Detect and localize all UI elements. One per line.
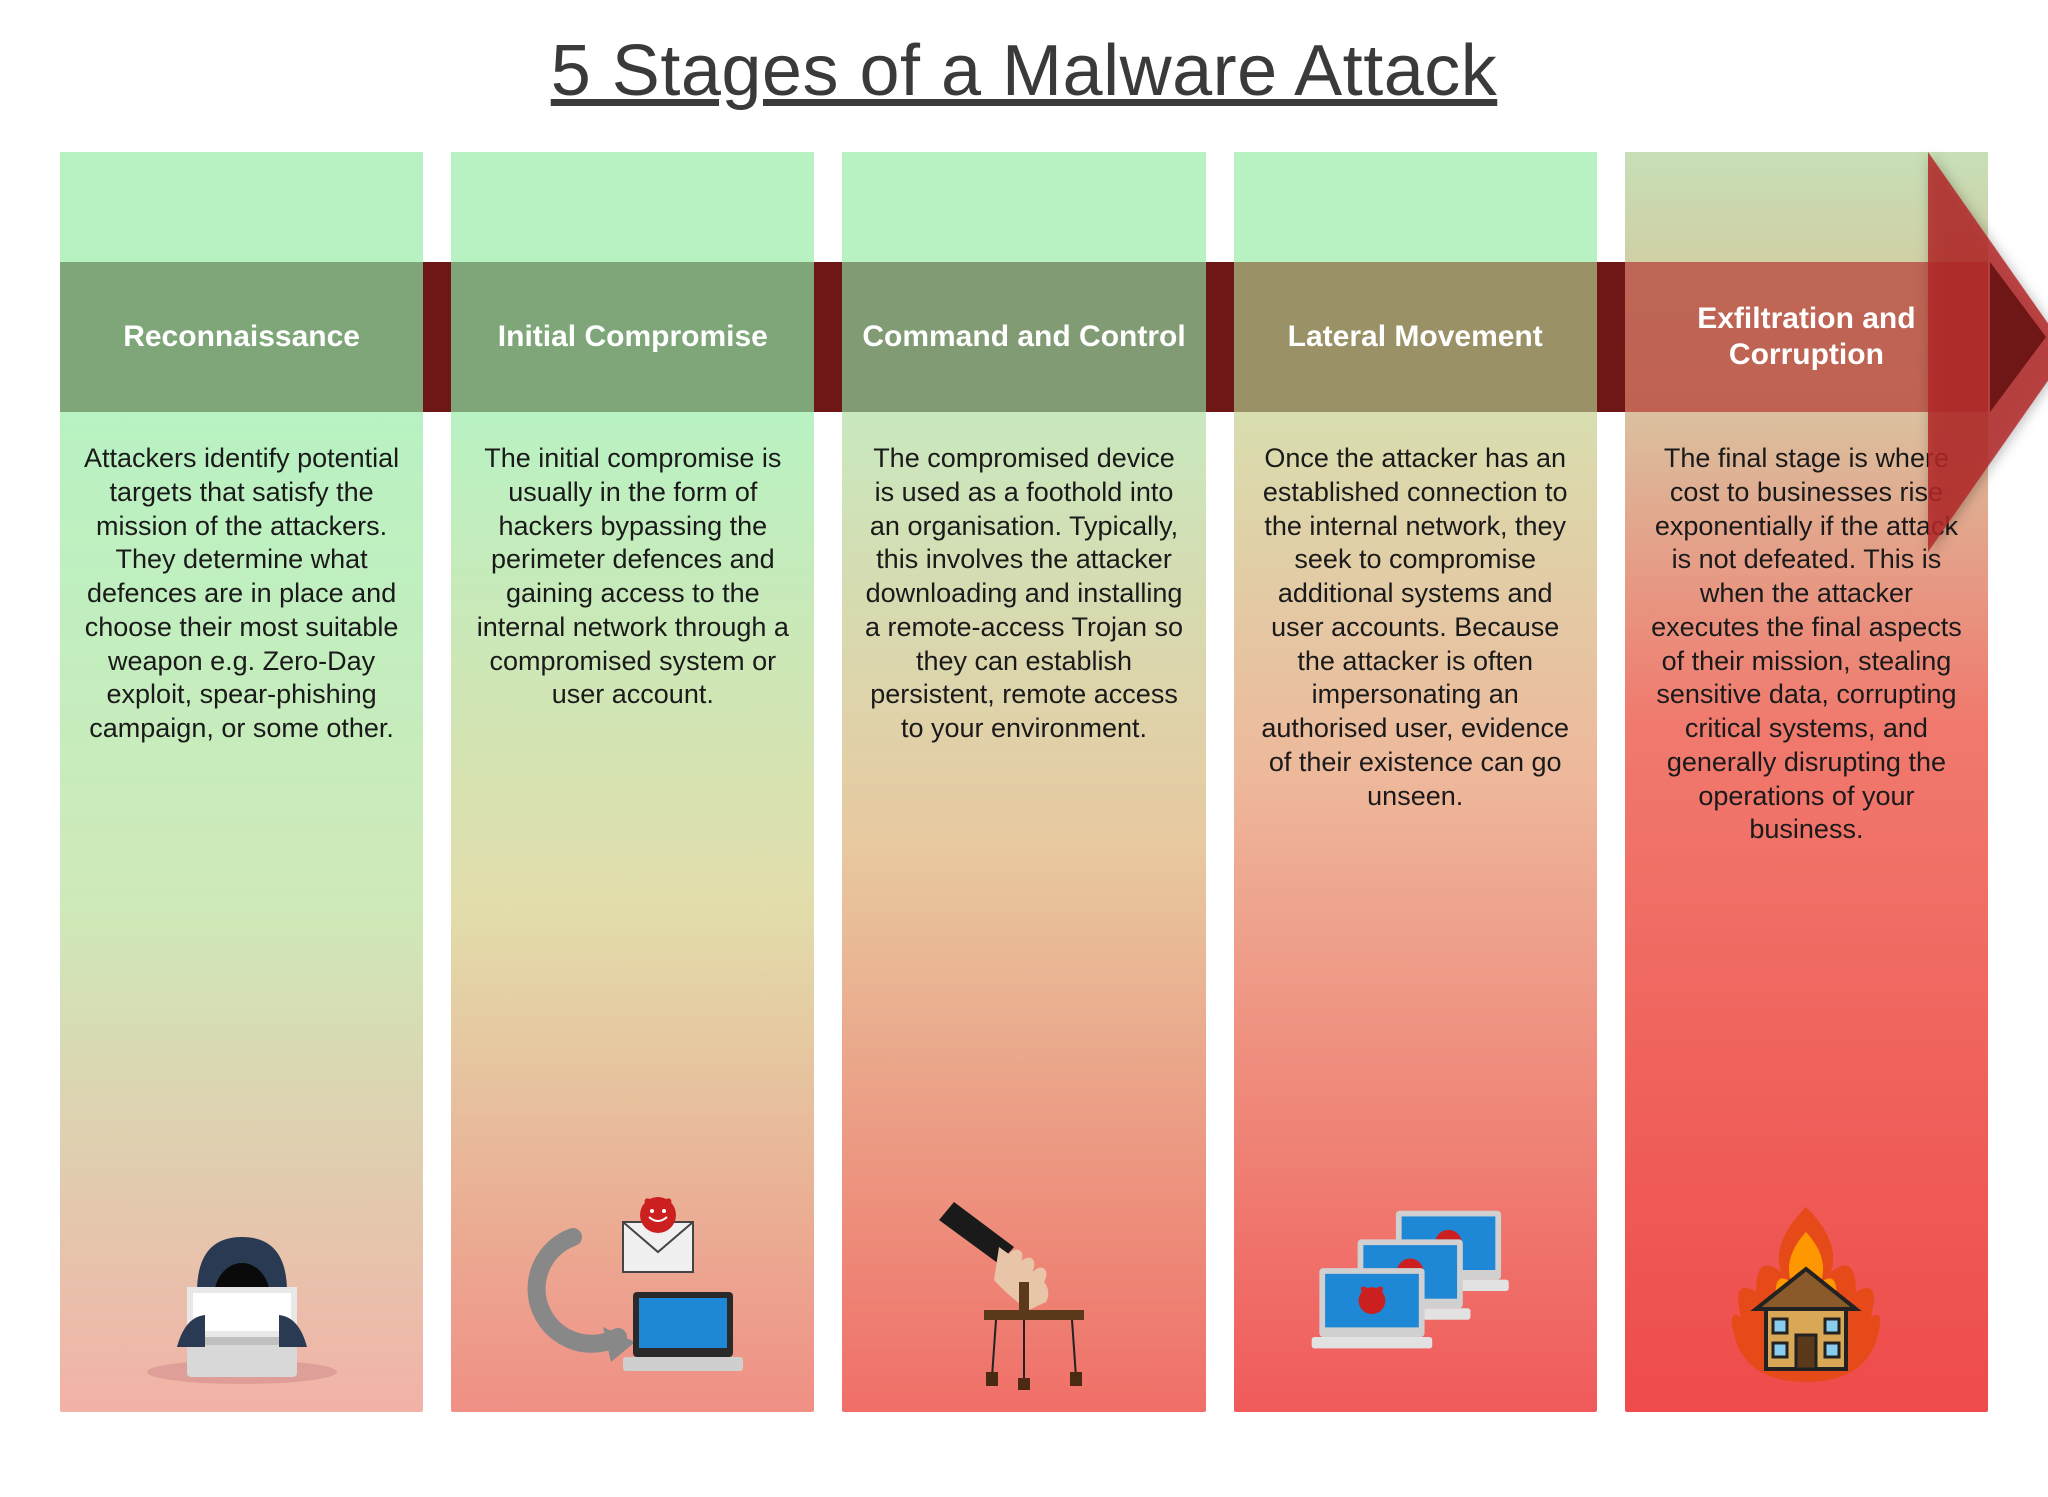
stage-reconnaissance: Reconnaissance Attackers identify potent… (60, 152, 423, 1412)
stage-header: Command and Control (842, 262, 1205, 412)
stage-description: The compromised device is used as a foot… (860, 442, 1187, 746)
burning-house-icon (1696, 1192, 1916, 1392)
stage-header: Initial Compromise (451, 262, 814, 412)
stage-label: Command and Control (862, 319, 1185, 355)
stage-top (1234, 152, 1597, 262)
stage-body: The compromised device is used as a foot… (842, 412, 1205, 1412)
stage-body: The final stage is where cost to busines… (1625, 412, 1988, 1412)
stage-initial-compromise: Initial Compromise The initial compromis… (451, 152, 814, 1412)
stages-container: Reconnaissance Attackers identify potent… (60, 152, 1988, 1412)
stage-top (60, 152, 423, 262)
stage-label: Lateral Movement (1288, 319, 1543, 355)
multiple-laptops-icon (1305, 1192, 1525, 1392)
stage-body: The initial compromise is usually in the… (451, 412, 814, 1412)
stage-top (451, 152, 814, 262)
phishing-email-laptop-icon (523, 1192, 743, 1392)
stage-lateral-movement: Lateral Movement Once the attacker has a… (1234, 152, 1597, 1412)
stage-top (842, 152, 1205, 262)
stage-body: Attackers identify potential targets tha… (60, 412, 423, 1412)
stage-label: Exfiltration and Corruption (1639, 301, 1974, 373)
stage-description: Once the attacker has an established con… (1252, 442, 1579, 813)
stage-description: The final stage is where cost to busines… (1643, 442, 1970, 847)
stage-header: Reconnaissance (60, 262, 423, 412)
arrow-head-band-icon (1990, 262, 2046, 412)
stage-exfiltration-corruption: Exfiltration and Corruption The final st… (1625, 152, 1988, 1412)
puppet-hand-icon (914, 1192, 1134, 1392)
stage-description: Attackers identify potential targets tha… (78, 442, 405, 746)
stage-header: Lateral Movement (1234, 262, 1597, 412)
stage-body: Once the attacker has an established con… (1234, 412, 1597, 1412)
stage-command-control: Command and Control The compromised devi… (842, 152, 1205, 1412)
page-title: 5 Stages of a Malware Attack (60, 30, 1988, 112)
stage-label: Initial Compromise (498, 319, 768, 355)
hooded-hacker-icon (132, 1192, 352, 1392)
stage-description: The initial compromise is usually in the… (469, 442, 796, 712)
stage-label: Reconnaissance (123, 319, 360, 355)
